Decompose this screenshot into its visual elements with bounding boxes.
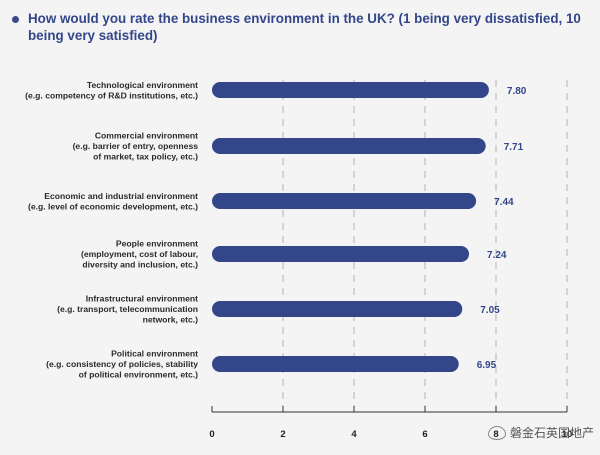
category-label-line: Infrastructural environment (86, 294, 198, 304)
bars (212, 82, 489, 372)
category-label-5: Political environment (e.g. consistency o… (46, 349, 198, 380)
category-label-line: (e.g. transport, telecommunication (57, 304, 198, 314)
category-label-line: (e.g. barrier of entry, openness (73, 141, 199, 151)
category-label-line: (employment, cost of labour, (81, 249, 198, 259)
category-label-line: diversity and inclusion, etc.) (82, 260, 198, 270)
category-label-line: (e.g. level of economic development, etc… (28, 201, 198, 211)
bar-2 (212, 193, 477, 209)
category-label-line: Economic and industrial environment (44, 191, 198, 201)
bar-0 (212, 82, 489, 98)
category-label-line: (e.g. consistency of policies, stability (46, 359, 198, 369)
bar-3 (212, 246, 470, 262)
value-label-0: 7.80 (507, 86, 527, 97)
bar-1 (212, 138, 486, 154)
category-label-line: (e.g. competency of R&D institutions, et… (25, 90, 198, 100)
x-tick-label-6: 6 (422, 429, 427, 440)
category-label-line: of market, tax policy, etc.) (93, 152, 198, 162)
bar-4 (212, 301, 463, 317)
category-labels: Technological environment (e.g. competenc… (25, 80, 198, 380)
category-label-line: of political environment, etc.) (79, 370, 199, 380)
category-label-line: People environment (116, 239, 198, 249)
x-tick-label-4: 4 (351, 429, 357, 440)
category-label-1: Commercial environment (e.g. barrier of e… (73, 131, 199, 162)
bar-5 (212, 356, 459, 372)
category-label-line: Technological environment (87, 80, 198, 90)
wechat-icon (487, 425, 506, 440)
value-labels: 7.80 7.71 7.44 7.24 7.05 6.95 (477, 86, 527, 371)
category-label-line: Political environment (111, 349, 198, 359)
chart-title: How would you rate the business environm… (28, 11, 581, 43)
value-label-1: 7.71 (504, 142, 524, 153)
category-label-line: Commercial environment (95, 131, 198, 141)
value-label-4: 7.05 (480, 305, 500, 316)
value-label-5: 6.95 (477, 360, 497, 371)
bullet-icon (12, 16, 19, 23)
value-label-2: 7.44 (494, 197, 514, 208)
x-tick-label-0: 0 (209, 429, 214, 440)
watermark: 磐金石英国地产 (487, 424, 594, 441)
chart-title-block: How would you rate the business environm… (12, 10, 592, 44)
category-label-line: network, etc.) (143, 315, 199, 325)
category-label-4: Infrastructural environment (e.g. transpo… (57, 294, 198, 325)
watermark-text: 磐金石英国地产 (509, 426, 594, 440)
x-tick-label-2: 2 (280, 429, 285, 440)
x-tick-label-10: 10 (562, 429, 573, 440)
category-label-3: People environment (employment, cost of l… (81, 239, 198, 270)
category-label-2: Economic and industrial environment (e.g.… (28, 191, 198, 212)
value-label-3: 7.24 (487, 250, 507, 261)
category-label-0: Technological environment (e.g. competenc… (25, 80, 198, 101)
